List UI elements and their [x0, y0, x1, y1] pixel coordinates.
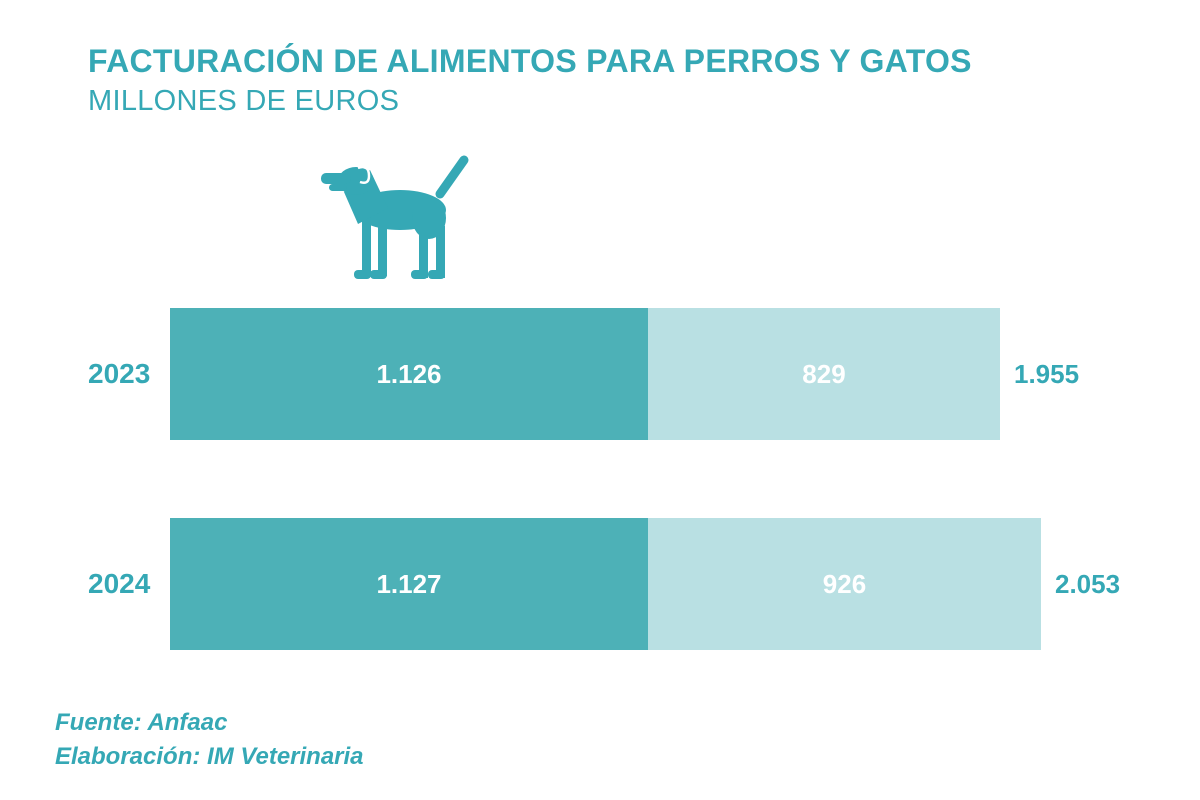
bar-row-2024: 2024 1.127 926 2.053 — [0, 518, 1200, 650]
stacked-bar-chart: 2023 1.126 829 1.955 2024 1.127 926 2.053 — [0, 308, 1200, 728]
page-title: FACTURACIÓN DE ALIMENTOS PARA PERROS Y G… — [88, 43, 972, 79]
stacked-bar: 1.127 926 — [170, 518, 1041, 650]
total-label: 1.955 — [1014, 358, 1080, 389]
bar-segment-serie-1: 1.126 — [170, 308, 648, 440]
bar-row-2023: 2023 1.126 829 1.955 — [0, 308, 1200, 440]
stacked-bar: 1.126 829 — [170, 308, 1000, 440]
bar-segment-serie-1: 1.127 — [170, 518, 648, 650]
year-label: 2024 — [88, 568, 151, 599]
dog-icon-svg — [321, 155, 469, 279]
year-label: 2023 — [88, 358, 151, 389]
page-subtitle: MILLONES DE EUROS — [88, 85, 400, 118]
bar-segment-serie-2: 926 — [648, 518, 1041, 650]
total-label: 2.053 — [1055, 568, 1121, 599]
elaboration-text: Elaboración: IM Veterinaria — [55, 743, 364, 770]
bar-segment-serie-2: 829 — [648, 308, 1000, 440]
source-text: Fuente: Anfaac — [55, 709, 228, 736]
chart-footer: Fuente: Anfaac Elaboración: IM Veterinar… — [55, 706, 364, 774]
chart-header: FACTURACIÓN DE ALIMENTOS PARA PERROS Y G… — [88, 43, 972, 118]
dog-icon — [316, 152, 476, 292]
